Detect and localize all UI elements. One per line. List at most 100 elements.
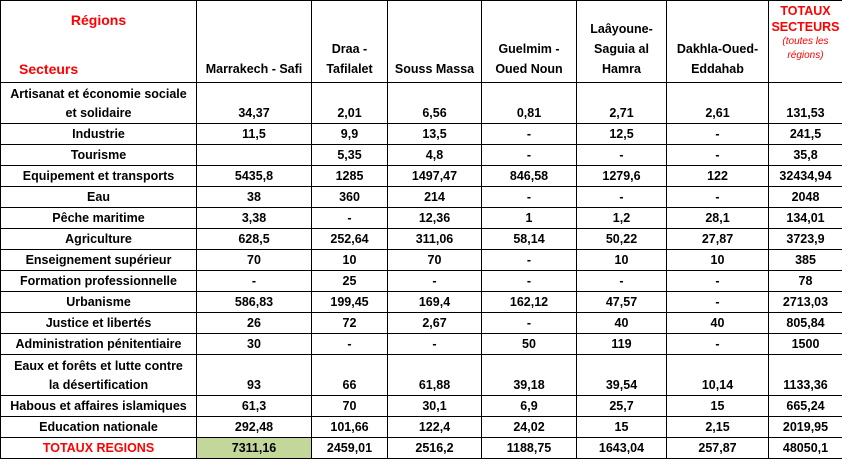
value-cell: 10 (577, 250, 667, 271)
value-cell: 586,83 (197, 292, 312, 313)
value-cell: 28,1 (667, 208, 769, 229)
value-cell: 1 (482, 208, 577, 229)
value-cell: - (388, 334, 482, 355)
region-total-cell: 1188,75 (482, 438, 577, 459)
value-cell: - (197, 271, 312, 292)
region-header-draa-tafilalet: Draa -Tafilalet (312, 1, 388, 83)
value-cell: 50 (482, 334, 577, 355)
value-cell: 70 (197, 250, 312, 271)
sector-label: Education nationale (1, 417, 197, 438)
value-cell: 214 (388, 187, 482, 208)
value-cell: - (312, 208, 388, 229)
value-cell: - (482, 271, 577, 292)
corner-header: Régions Secteurs (1, 1, 197, 83)
sector-label: Formation professionnelle (1, 271, 197, 292)
sector-label: Urbanisme (1, 292, 197, 313)
table-row: Formation professionnelle-25----78 (1, 271, 842, 292)
sector-total-cell: 385 (769, 250, 842, 271)
region-header-dakhla: Dakhla-Oued-Eddahab (667, 1, 769, 83)
value-cell: - (667, 292, 769, 313)
value-cell: 5,35 (312, 145, 388, 166)
value-cell: 2,01 (312, 83, 388, 124)
value-cell: 252,64 (312, 229, 388, 250)
sector-label: Administration pénitentiaire (1, 334, 197, 355)
value-cell: 6,9 (482, 396, 577, 417)
sector-total-cell: 2713,03 (769, 292, 842, 313)
sector-total-cell: 665,24 (769, 396, 842, 417)
region-total-cell: 7311,16 (197, 438, 312, 459)
regions-label: Régions (1, 11, 196, 29)
value-cell: 12,36 (388, 208, 482, 229)
value-cell: - (482, 124, 577, 145)
region-total-cell: 1643,04 (577, 438, 667, 459)
value-cell: 10 (312, 250, 388, 271)
value-cell: 3,38 (197, 208, 312, 229)
sector-total-cell: 805,84 (769, 313, 842, 334)
value-cell: 34,37 (197, 83, 312, 124)
value-cell: 93 (197, 355, 312, 396)
sector-label: Habous et affaires islamiques (1, 396, 197, 417)
sector-total-cell: 241,5 (769, 124, 842, 145)
header-row: Régions Secteurs Marrakech - Safi Draa -… (1, 1, 842, 83)
value-cell: - (482, 145, 577, 166)
value-cell: 292,48 (197, 417, 312, 438)
value-cell: 70 (388, 250, 482, 271)
value-cell: - (312, 334, 388, 355)
sector-total-cell: 2048 (769, 187, 842, 208)
sector-total-cell: 32434,94 (769, 166, 842, 187)
sector-label: Agriculture (1, 229, 197, 250)
value-cell: - (667, 187, 769, 208)
value-cell: 0,81 (482, 83, 577, 124)
value-cell: 199,45 (312, 292, 388, 313)
value-cell: 40 (577, 313, 667, 334)
region-header-souss-massa: Souss Massa (388, 1, 482, 83)
value-cell: - (667, 334, 769, 355)
sector-label: Tourisme (1, 145, 197, 166)
value-cell: 11,5 (197, 124, 312, 145)
value-cell: - (577, 145, 667, 166)
value-cell: 1279,6 (577, 166, 667, 187)
value-cell: 39,18 (482, 355, 577, 396)
value-cell: - (667, 271, 769, 292)
value-cell: 15 (577, 417, 667, 438)
value-cell: 24,02 (482, 417, 577, 438)
value-cell: 122,4 (388, 417, 482, 438)
value-cell: 1285 (312, 166, 388, 187)
value-cell: 101,66 (312, 417, 388, 438)
sector-total-cell: 78 (769, 271, 842, 292)
region-total-cell: 2516,2 (388, 438, 482, 459)
value-cell: 9,9 (312, 124, 388, 145)
value-cell: - (577, 187, 667, 208)
value-cell: 628,5 (197, 229, 312, 250)
sector-total-cell: 134,01 (769, 208, 842, 229)
sector-total-cell: 1133,36 (769, 355, 842, 396)
value-cell: 40 (667, 313, 769, 334)
sector-total-cell: 35,8 (769, 145, 842, 166)
value-cell: 162,12 (482, 292, 577, 313)
value-cell: - (482, 250, 577, 271)
region-header-marrakech-safi: Marrakech - Safi (197, 1, 312, 83)
value-cell: 311,06 (388, 229, 482, 250)
value-cell: 12,5 (577, 124, 667, 145)
value-cell: - (482, 313, 577, 334)
value-cell: 47,57 (577, 292, 667, 313)
value-cell: - (482, 187, 577, 208)
sector-label: Industrie (1, 124, 197, 145)
value-cell: - (667, 124, 769, 145)
